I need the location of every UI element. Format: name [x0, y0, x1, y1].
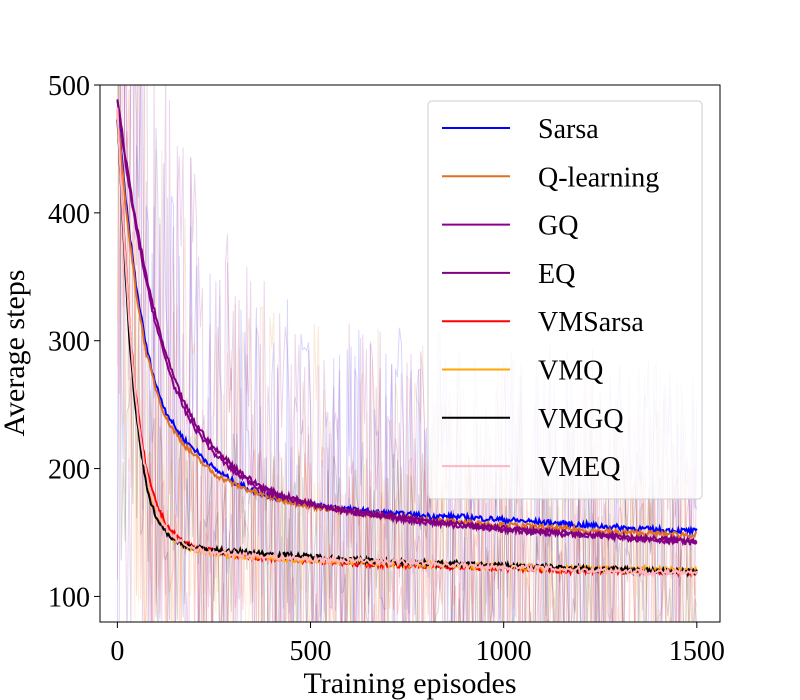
y-tick-label: 500	[48, 71, 90, 102]
y-tick-label: 200	[48, 455, 90, 486]
legend-label-vmeq: VMEQ	[538, 452, 620, 483]
plot-frame	[99, 84, 721, 623]
raw-trace-gq	[116, 85, 698, 622]
y-tick-label: 300	[48, 327, 90, 358]
series-lines	[116, 99, 698, 579]
legend-label-gq: GQ	[538, 211, 578, 242]
x-axis-ticks: 0 500 1000 1500	[110, 622, 725, 667]
legend-label-vmgq: VMGQ	[538, 404, 624, 435]
series-line-eq	[116, 99, 698, 545]
legend-label-vmsarsa: VMSarsa	[538, 307, 644, 338]
x-tick-label: 1000	[476, 636, 532, 667]
y-axis-title: Average steps	[0, 270, 31, 437]
y-tick-label: 400	[48, 199, 90, 230]
legend-label-sarsa: Sarsa	[538, 114, 599, 145]
x-tick-label: 500	[290, 636, 332, 667]
series-line-gq	[116, 100, 698, 547]
raw-trace-sarsa	[116, 85, 698, 622]
y-axis-ticks: 100 200 300 400 500	[48, 71, 100, 613]
series-line-sarsa	[116, 110, 698, 537]
legend-label-q-learning: Q-learning	[538, 162, 659, 193]
x-tick-label: 1500	[669, 636, 725, 667]
x-axis-title: Training episodes	[303, 667, 516, 700]
series-line-vmeq	[116, 107, 698, 579]
legend: Sarsa Q-learning GQ EQ VMSarsa VMQ VMGQ VMEQ	[427, 100, 703, 500]
x-tick-label: 0	[110, 636, 124, 667]
legend-label-eq: EQ	[538, 259, 575, 290]
y-tick-label: 100	[48, 582, 90, 613]
legend-label-vmq: VMQ	[538, 356, 603, 387]
raw-trace-vmgq	[116, 85, 697, 622]
legend-box	[427, 100, 703, 500]
